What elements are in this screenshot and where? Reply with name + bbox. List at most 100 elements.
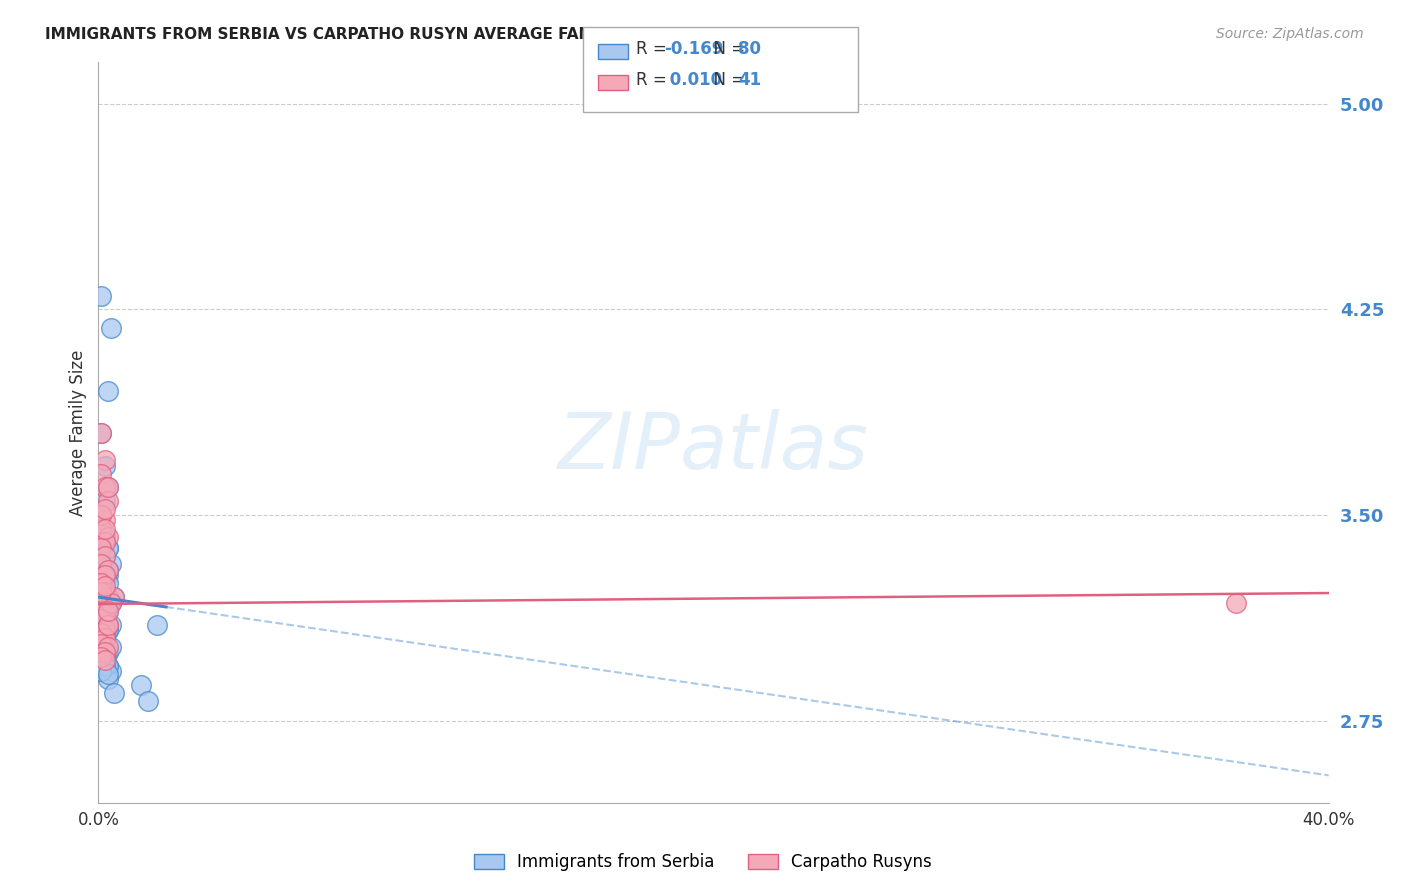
Point [90,549,112,563]
Point [90,650,112,665]
Point [103,590,125,604]
Point [93,645,115,659]
Point [97,658,120,673]
Point [90,612,112,626]
Text: Source: ZipAtlas.com: Source: ZipAtlas.com [1216,27,1364,41]
Point [93,617,115,632]
Point [131,678,153,692]
Point [90,584,112,599]
Point [93,584,115,599]
Point [97,640,120,654]
Point [93,609,115,624]
Point [97,576,120,591]
Text: IMMIGRANTS FROM SERBIA VS CARPATHO RUSYN AVERAGE FAMILY SIZE CORRELATION CHART: IMMIGRANTS FROM SERBIA VS CARPATHO RUSYN… [45,27,849,42]
Point [90,425,112,440]
Point [93,658,115,673]
Point [90,632,112,646]
Point [93,653,115,667]
Point [93,480,115,494]
Point [97,623,120,637]
Point [90,625,112,640]
Point [97,541,120,555]
Point [90,617,112,632]
Point [93,653,115,667]
Text: N =: N = [703,40,751,58]
Point [90,596,112,610]
Point [90,576,112,591]
Point [93,494,115,508]
Point [97,658,120,673]
Point [100,617,122,632]
Point [90,650,112,665]
Point [90,637,112,651]
Point [90,522,112,536]
Point [97,494,120,508]
Point [100,640,122,654]
Point [90,508,112,522]
Point [93,522,115,536]
Y-axis label: Average Family Size: Average Family Size [69,350,87,516]
Point [93,632,115,646]
Point [93,653,115,667]
Point [93,535,115,549]
Text: ZIPatlas: ZIPatlas [558,409,869,485]
Point [97,617,120,632]
Point [97,645,120,659]
Point [93,584,115,599]
Point [90,522,112,536]
Text: 41: 41 [738,71,761,89]
Point [90,425,112,440]
Point [93,604,115,618]
Point [93,458,115,473]
Point [93,563,115,577]
Point [93,535,115,549]
Point [97,623,120,637]
Point [100,596,122,610]
Point [100,321,122,335]
Text: 0.010: 0.010 [664,71,721,89]
Legend: Immigrants from Serbia, Carpatho Rusyns: Immigrants from Serbia, Carpatho Rusyns [465,845,941,880]
Text: R =: R = [636,40,672,58]
Point [90,596,112,610]
Text: R =: R = [636,71,672,89]
Point [90,637,112,651]
Point [93,612,115,626]
Point [97,604,120,618]
Point [93,623,115,637]
Point [93,568,115,582]
Point [93,453,115,467]
Point [90,625,112,640]
Point [97,667,120,681]
Point [90,508,112,522]
Point [146,617,169,632]
Point [93,632,115,646]
Point [93,604,115,618]
Point [97,384,120,399]
Point [90,612,112,626]
Point [100,664,122,678]
Point [90,541,112,555]
Point [93,637,115,651]
Point [93,609,115,624]
Point [103,686,125,700]
Point [90,508,112,522]
Point [93,617,115,632]
Point [93,535,115,549]
Point [90,650,112,665]
Text: N =: N = [703,71,751,89]
Point [97,604,120,618]
Point [97,617,120,632]
Point [97,673,120,687]
Point [93,502,115,516]
Point [97,563,120,577]
Point [100,596,122,610]
Text: 80: 80 [738,40,761,58]
Text: -0.169: -0.169 [664,40,723,58]
Point [136,694,159,708]
Point [90,584,112,599]
Point [103,590,125,604]
Point [97,623,120,637]
Point [97,645,120,659]
Point [90,612,112,626]
Point [97,480,120,494]
